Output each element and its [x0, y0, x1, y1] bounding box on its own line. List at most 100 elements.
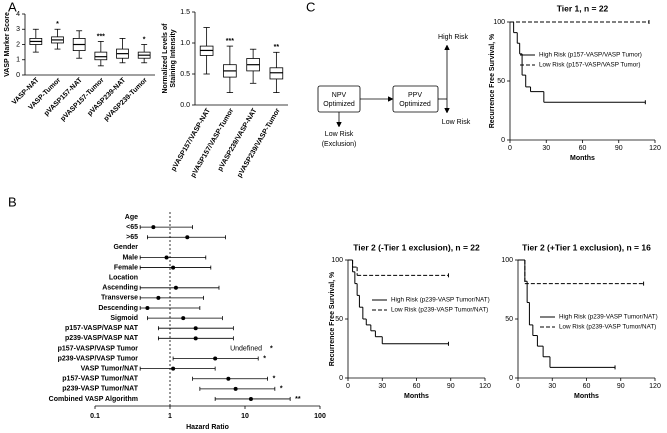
y-tick-label: 0 [16, 72, 20, 79]
row-label: p157-VASP/VASP NAT [65, 325, 139, 332]
x-tick-label: pVASP157/VASP-Tumor [190, 107, 235, 179]
x-tick-label: 120 [649, 145, 661, 152]
y-tick-label: 50 [497, 78, 505, 85]
significance: ** [274, 44, 280, 51]
significance: * [270, 345, 273, 352]
y-tick-label: 0 [509, 375, 513, 382]
row-label: Combined VASP Algorithm [49, 396, 138, 403]
significance: *** [226, 38, 234, 45]
y-tick-label: 50 [505, 316, 513, 323]
node-label: High Risk [438, 34, 468, 41]
y-axis-label: Staining Intensity [170, 29, 177, 87]
estimate [193, 326, 198, 331]
x-tick-label: 60 [583, 383, 591, 390]
x-tick-label: 10 [241, 413, 249, 420]
x-tick-label: pVASP239/VASP-Tumor [236, 107, 281, 179]
significance: * [273, 376, 276, 383]
node-label: Optimized [399, 101, 431, 108]
estimate [156, 295, 161, 300]
panel-label: B [8, 194, 17, 209]
row-label: p157-VASP Tumor/NAT [62, 376, 138, 383]
x-tick-label: 100 [314, 413, 326, 420]
node-label: Low Risk [442, 119, 471, 126]
x-tick-label: pVASP157-NAT [43, 76, 84, 117]
x-tick-label: 60 [579, 145, 587, 152]
chart-title: Tier 2 (+Tier 1 exclusion), n = 16 [522, 242, 651, 252]
y-tick-label: 100 [501, 257, 513, 264]
row-label: p239-VASP/VASP NAT [65, 335, 139, 342]
value-label: Undefined [230, 345, 262, 352]
x-tick-label: pVASP239-NAT [86, 76, 127, 117]
y-tick-label: 0 [501, 137, 505, 144]
x-tick-label: pVASP157/VASP-NAT [170, 107, 212, 173]
x-tick-label: 0.1 [90, 413, 100, 420]
y-tick-label: 1.5 [180, 9, 190, 16]
box [269, 67, 284, 80]
y-tick-label: 0.5 [180, 71, 190, 78]
legend-label: Low Risk (p239-VASP Tumor/NAT) [559, 324, 656, 331]
estimate [213, 356, 218, 361]
y-tick-label: 100 [493, 19, 505, 26]
x-tick-label: 30 [378, 383, 386, 390]
row-label: Location [109, 275, 138, 282]
y-tick-label: 100 [331, 257, 343, 264]
significance: * [280, 386, 283, 393]
y-tick-label: 50 [335, 316, 343, 323]
x-tick-label: 60 [413, 383, 421, 390]
row-label: Descending [98, 305, 138, 312]
node-label: NPV [332, 92, 347, 99]
y-tick-label: 4 [16, 11, 20, 18]
x-tick-label: 0 [516, 383, 520, 390]
estimate [171, 366, 176, 371]
panel-label: A [8, 0, 17, 14]
x-tick-label: 90 [447, 383, 455, 390]
row-label: Gender [113, 244, 138, 251]
y-tick-label: 2 [16, 41, 20, 48]
y-tick-label: 1.0 [180, 40, 190, 47]
estimate [173, 285, 178, 290]
legend-label: Low Risk (p157-VASP/VASP Tumor) [539, 62, 641, 69]
x-axis-label: Months [574, 393, 599, 400]
x-tick-label: pVASP239-Tumor [103, 77, 149, 123]
y-axis-label: Normalized Levels of [162, 23, 169, 94]
y-tick-label: 0.0 [180, 102, 190, 109]
significance: * [263, 355, 266, 362]
node-box [317, 85, 361, 113]
x-tick-label: 0 [346, 383, 350, 390]
node-label: Low Risk [325, 131, 354, 138]
y-tick-label: 0 [339, 375, 343, 382]
chart-title: Tier 2 (-Tier 1 exclusion), n = 22 [353, 242, 480, 252]
row-label: p239-VASP/VASP Tumor [58, 355, 139, 362]
estimate [193, 336, 198, 341]
box [94, 51, 108, 61]
x-axis-label: Months [404, 393, 429, 400]
estimate [226, 376, 231, 381]
legend-label: High Risk (p239-VASP Tumor/NAT) [391, 297, 490, 304]
estimate [145, 306, 150, 310]
y-axis-label: Recurrence Free Survival, % [489, 33, 496, 128]
estimate [171, 265, 176, 270]
estimate [233, 386, 238, 391]
legend-label: High Risk (p157-VASP/VASP Tumor) [539, 52, 642, 59]
significance: *** [97, 33, 105, 40]
y-axis-label: Recurrence Free Survival, % [329, 271, 336, 366]
x-tick-label: 1 [168, 413, 172, 420]
significance: * [143, 36, 146, 43]
node-label: Optimized [323, 101, 355, 108]
row-label: <65 [126, 224, 138, 231]
x-tick-label: 90 [615, 145, 623, 152]
y-tick-label: 1 [16, 57, 20, 64]
x-tick-label: 120 [649, 383, 661, 390]
row-label: p157-VASP/VASP Tumor [58, 345, 139, 352]
x-axis-label: Months [570, 155, 595, 162]
row-label: Transverse [101, 295, 138, 302]
y-axis-label: VASP Marker Score [4, 12, 11, 77]
row-label: Sigmoid [110, 315, 138, 322]
estimate [248, 396, 253, 401]
x-axis-label: Hazard Ratio [186, 424, 229, 431]
row-label: Female [114, 264, 138, 271]
estimate [181, 316, 186, 321]
row-label: Age [125, 214, 138, 221]
legend-label: High Risk (p239-VASP Tumor/NAT) [559, 314, 658, 321]
